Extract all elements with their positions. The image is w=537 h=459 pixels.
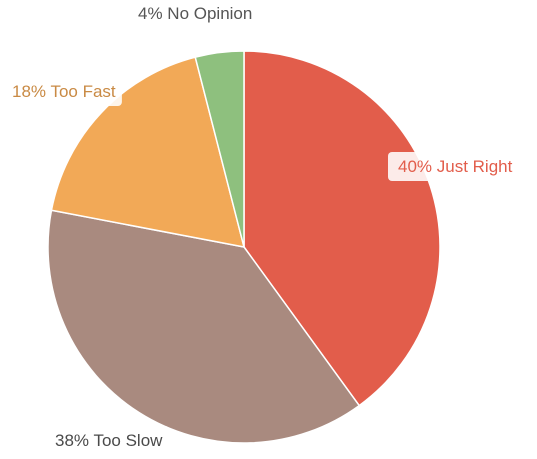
pie-label-background [132, 0, 259, 28]
pie-label-text: 4% No Opinion [138, 4, 252, 23]
pie-slice-too-slow [47, 209, 361, 444]
pie-label-background [388, 152, 523, 181]
pie-label-background [6, 77, 122, 106]
pie-labels: 40% Just Right 38% Too Slow 18% Too Fast 4%… [6, 0, 523, 455]
pie-slice-too-fast [50, 56, 246, 248]
pie-slice-just-right [243, 50, 441, 407]
pie-label-no-opinion: 4% No Opinion [132, 0, 259, 28]
pie-label-just-right: 40% Just Right [388, 152, 523, 181]
pie-label-text: 18% Too Fast [12, 82, 116, 101]
pie-slice-no-opinion [194, 50, 245, 248]
pie-label-text: 38% Too Slow [55, 431, 163, 450]
pie-label-text: 40% Just Right [398, 157, 513, 176]
pie-slices [47, 50, 441, 444]
pie-label-background [49, 426, 170, 455]
pie-label-too-slow: 38% Too Slow [49, 426, 170, 455]
pie-label-too-fast: 18% Too Fast [6, 77, 122, 106]
